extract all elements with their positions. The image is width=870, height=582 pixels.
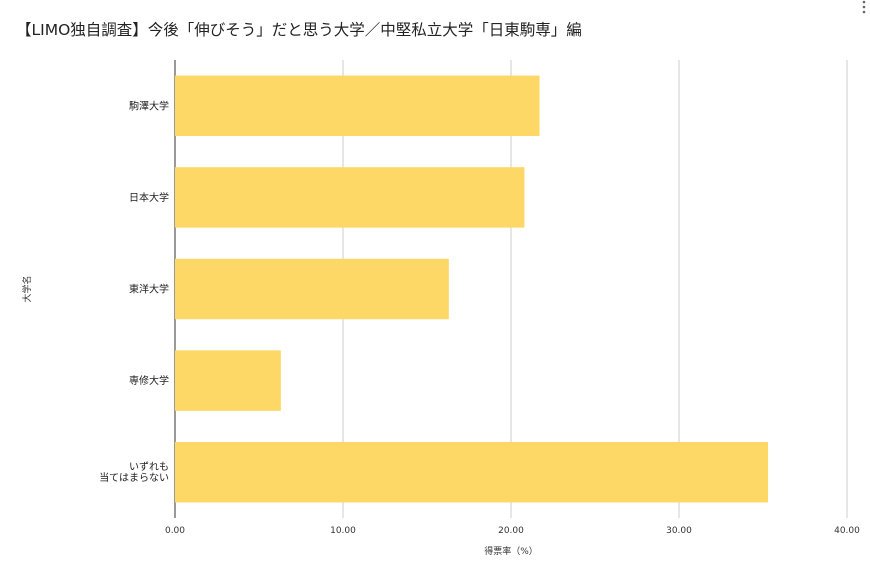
bars	[175, 75, 769, 503]
bar	[175, 441, 769, 503]
category-label: 東洋大学	[129, 283, 169, 296]
category-label: いずれも当てはまらない	[99, 461, 169, 484]
x-tick-label: 0.00	[165, 526, 185, 536]
category-label: 専修大学	[129, 374, 169, 387]
bar	[175, 75, 540, 137]
category-label: 日本大学	[129, 191, 169, 204]
x-tick-labels: 0.00 10.00 20.00 30.00 40.00	[165, 526, 860, 536]
bar	[175, 167, 525, 228]
x-axis-title: 得票率（%）	[484, 545, 538, 557]
x-tick-label: 20.00	[498, 526, 524, 536]
bar	[175, 258, 449, 320]
x-tick-label: 40.00	[834, 526, 860, 536]
x-tick-label: 30.00	[666, 526, 692, 536]
category-label: 駒澤大学	[129, 99, 169, 112]
y-axis-title: 大学名	[21, 275, 33, 302]
chart-title: 【LIMO独自調査】今後「伸びそう」だと思う大学／中堅私立大学「日東駒専」編	[16, 21, 582, 39]
x-tick-label: 10.00	[330, 526, 356, 536]
bar	[175, 350, 281, 411]
more-vert-icon[interactable]	[858, 0, 870, 16]
